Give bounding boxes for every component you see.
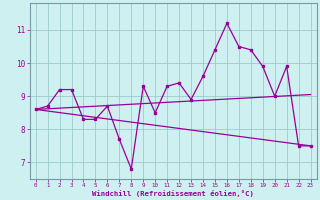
X-axis label: Windchill (Refroidissement éolien,°C): Windchill (Refroidissement éolien,°C) xyxy=(92,190,254,197)
